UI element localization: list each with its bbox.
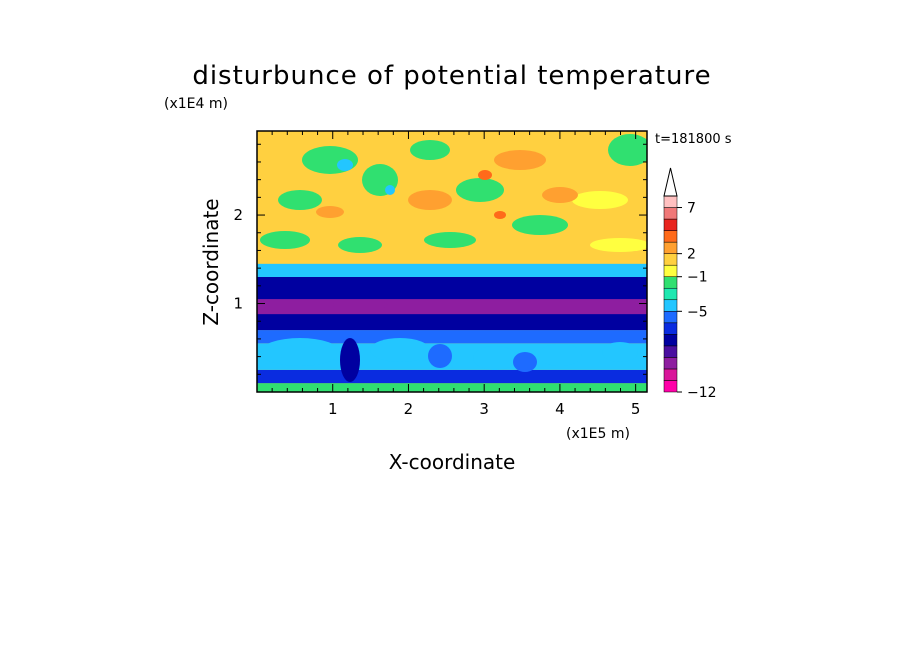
field-band-5 [257,299,647,315]
time-label: t=181800 s [655,132,732,147]
axis-tick-labels: 1 2 3 4 5 1 2 [233,206,640,418]
colorbar-label-3: 2 [687,247,696,263]
x-tick-label-1: 2 [404,400,414,418]
x-tick-label-4: 5 [631,400,641,418]
colorbar-swatch-14 [663,218,678,231]
axis-ticks [257,131,647,392]
colorbar-label-0: −12 [687,385,717,401]
x-tick-label-2: 3 [479,400,489,418]
field-band-1 [257,369,647,384]
colorbar-swatch-10 [663,264,678,277]
y-tick-label-1: 2 [233,206,243,224]
colorbar-swatch-0 [663,380,678,393]
plot-frame [256,130,648,393]
y-unit-label: (x1E4 m) [164,96,228,112]
y-tick-label-0: 1 [233,295,243,313]
colorbar-swatch-12 [663,241,678,254]
x-tick-label-0: 1 [328,400,338,418]
colorbar-swatch-2 [663,357,678,370]
colorbar-swatch-11 [663,253,678,266]
lower-turbulence-pattern [260,300,638,382]
contour-field [257,131,647,392]
colorbar-swatch-8 [663,287,678,301]
colorbar-swatch-16 [663,195,678,208]
chart-title: disturbunce of potential temperature [192,61,711,91]
field-band-6 [257,263,647,277]
colorbar-swatch-1 [663,368,678,381]
colorbar-swatch-4 [663,334,678,347]
colorbar-swatch-9 [663,276,678,289]
colorbar: −12−5−127 [663,167,717,401]
colorbar-extend-arrow [663,167,678,197]
colorbar-label-4: 7 [687,201,696,217]
field-band-0 [257,383,647,392]
x-tick-label-3: 4 [555,400,565,418]
colorbar-swatch-5 [663,322,678,335]
colorbar-swatch-15 [663,207,678,220]
colorbar-swatch-13 [663,230,678,243]
upper-wave-pattern [260,134,647,253]
colorbar-swatch-6 [663,311,678,324]
colorbar-label-2: −1 [687,270,708,286]
field-band-3 [257,330,647,344]
colorbar-swatch-3 [663,345,678,358]
colorbar-swatch-7 [663,299,678,312]
x-axis-label: X-coordinate [389,450,516,474]
x-unit-label: (x1E5 m) [566,426,630,442]
y-axis-label: Z-coordinate [199,198,223,325]
colorbar-label-1: −5 [687,304,708,320]
